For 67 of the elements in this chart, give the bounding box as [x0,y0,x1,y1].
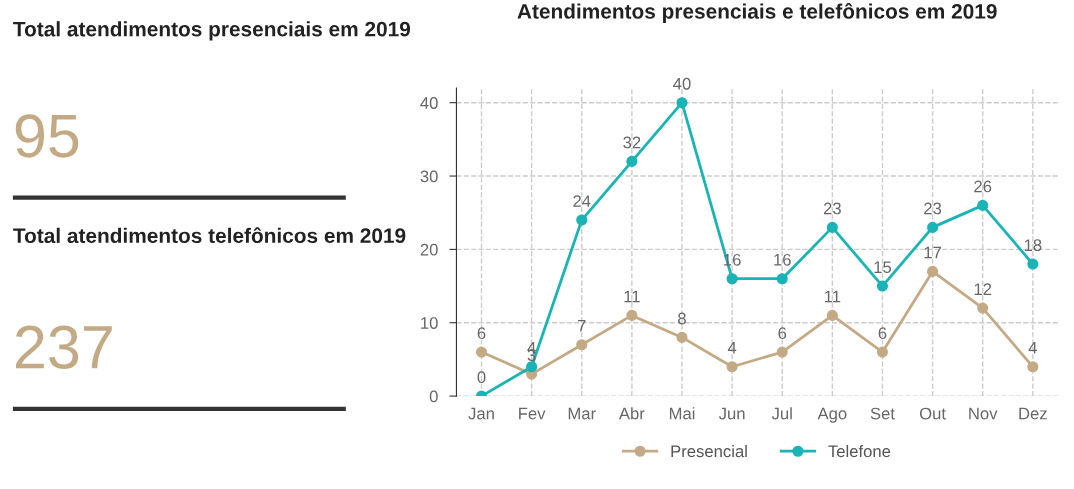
point [776,346,788,358]
point [826,309,838,321]
point [626,155,638,167]
point [1027,258,1039,270]
y-tick-label: 0 [429,390,438,403]
text: 95 [15,114,79,158]
y-tick-label: 30 [420,170,438,183]
data-label: 26 [974,180,992,193]
data-label: 6 [878,327,887,340]
point [927,265,939,277]
point [876,280,889,292]
x-tick-label: Mar [568,407,596,420]
data-label: 12 [974,283,992,295]
point [977,199,989,211]
text: Total atendimentos presenciais em 2019 [13,21,411,41]
point [726,273,738,285]
text: 237 [15,325,112,369]
x-tick-label: Jun [718,407,745,420]
data-label: 4 [1028,342,1037,354]
data-label: 32 [623,136,641,149]
point [726,361,738,373]
y-tick-label: 10 [421,317,438,329]
point [576,214,588,226]
data-label: 40 [673,77,691,90]
data-label: 6 [778,327,787,340]
text: Total atendimentos telefônicos em 2019 [13,227,406,244]
data-label: 15 [874,261,892,274]
y-tick-label: 40 [420,97,438,109]
x-tick-label: Fev [519,407,546,420]
chart-title: Atendimentos presenciais e telefônicos em 2019 [517,3,997,23]
legend-label: Presencial [671,444,747,458]
point [475,346,488,358]
data-label: 16 [774,253,791,266]
data-label: 7 [577,320,586,332]
x-tick-label: Abr [618,407,645,420]
legend-label: Telefone [828,444,891,458]
point [626,309,638,321]
data-label: 18 [1024,239,1042,252]
x-tick-label: Mai [669,407,695,420]
data-label: 24 [573,195,591,207]
point [1027,361,1039,373]
point [576,339,588,351]
data-label: 11 [824,290,841,303]
data-label: 11 [624,290,640,303]
point [826,221,838,233]
point [776,273,788,285]
data-label: 8 [678,312,686,325]
data-label: 4 [727,342,737,354]
point [676,331,688,343]
y-tick-label: 20 [420,243,438,256]
x-tick-label: Ago [817,407,847,423]
x-tick-label: Jan [468,407,494,420]
point [876,346,889,358]
point [526,361,538,373]
point [977,302,989,314]
point [676,97,688,109]
data-label: 17 [924,246,942,259]
data-label: 23 [823,202,841,215]
data-label: 6 [477,327,486,340]
x-tick-label: Set [870,407,895,420]
x-tick-label: Jul [771,407,792,420]
data-label: 23 [924,202,942,215]
x-tick-label: Dez [1019,407,1047,420]
data-label: 0 [477,371,486,384]
point [927,221,939,233]
x-tick-label: Nov [969,407,998,420]
x-tick-label: Out [919,407,946,420]
